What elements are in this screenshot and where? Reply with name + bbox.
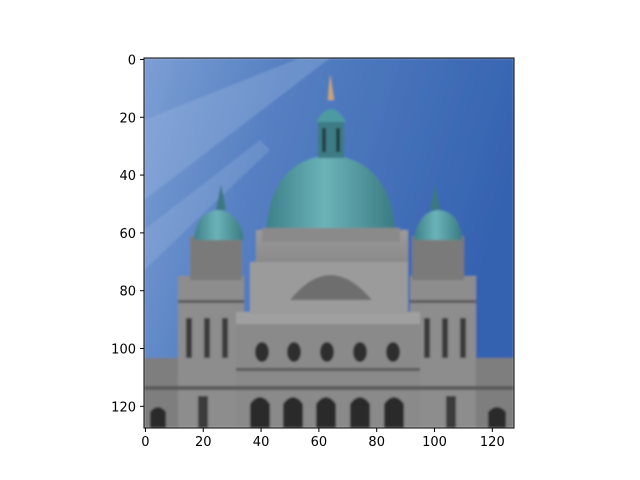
y-tick-label: 80: [119, 285, 136, 300]
x-tick-label: 60: [311, 435, 328, 450]
x-tick-label: 120: [480, 435, 505, 450]
image-plot: [144, 58, 514, 428]
x-tick-label: 40: [253, 435, 270, 450]
y-tick-label: 0: [128, 53, 136, 68]
right-dome: [414, 210, 462, 240]
x-tick-label: 80: [368, 435, 385, 450]
x-tick-label: 100: [422, 435, 447, 450]
main-dome: [266, 155, 396, 238]
left-dome: [194, 210, 244, 240]
axes-frame: [143, 57, 515, 429]
x-axis-ticks: 0 20 40 60 80 100 120: [141, 428, 505, 450]
y-axis-ticks: 0 20 40 60 80 100 120: [111, 53, 144, 415]
y-tick-label: 100: [111, 343, 136, 358]
y-tick-label: 60: [119, 227, 136, 242]
y-tick-label: 20: [119, 111, 136, 126]
statue: [328, 74, 334, 100]
x-tick-label: 0: [141, 435, 149, 450]
y-tick-label: 120: [111, 400, 136, 415]
x-tick-label: 20: [195, 435, 212, 450]
sky-streak: [144, 58, 330, 200]
y-tick-label: 40: [119, 169, 136, 184]
